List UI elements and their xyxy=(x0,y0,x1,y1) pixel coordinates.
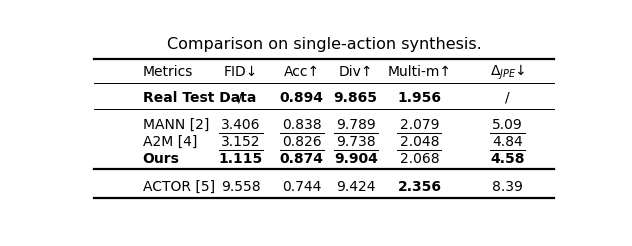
Text: 2.068: 2.068 xyxy=(399,152,439,166)
Text: A2M [4]: A2M [4] xyxy=(143,135,197,149)
Text: 0.744: 0.744 xyxy=(282,180,322,194)
Text: 9.558: 9.558 xyxy=(221,180,260,194)
Text: 4.58: 4.58 xyxy=(490,152,525,166)
Text: 9.424: 9.424 xyxy=(336,180,375,194)
Text: MANN [2]: MANN [2] xyxy=(143,118,209,132)
Text: /: / xyxy=(505,91,510,105)
Text: 1.956: 1.956 xyxy=(398,91,441,105)
Text: ACTOR [5]: ACTOR [5] xyxy=(143,180,215,194)
Text: 3.406: 3.406 xyxy=(221,118,260,132)
Text: 9.865: 9.865 xyxy=(334,91,378,105)
Text: /: / xyxy=(238,91,243,105)
Text: Real Test Data: Real Test Data xyxy=(143,91,256,105)
Text: 0.838: 0.838 xyxy=(282,118,322,132)
Text: 2.356: 2.356 xyxy=(398,180,441,194)
Text: 9.738: 9.738 xyxy=(336,135,375,149)
Text: 4.84: 4.84 xyxy=(492,135,523,149)
Text: 9.789: 9.789 xyxy=(336,118,375,132)
Text: 2.048: 2.048 xyxy=(399,135,439,149)
Text: Div↑: Div↑ xyxy=(339,65,373,79)
Text: 0.874: 0.874 xyxy=(280,152,324,166)
Text: Multi-m↑: Multi-m↑ xyxy=(387,65,451,79)
Text: Ours: Ours xyxy=(143,152,179,166)
Text: Comparison on single-action synthesis.: Comparison on single-action synthesis. xyxy=(166,37,482,52)
Text: 0.894: 0.894 xyxy=(280,91,324,105)
Text: 2.079: 2.079 xyxy=(399,118,439,132)
Text: Metrics: Metrics xyxy=(143,65,193,79)
Text: 3.152: 3.152 xyxy=(221,135,260,149)
Text: 8.39: 8.39 xyxy=(492,180,523,194)
Text: 9.904: 9.904 xyxy=(334,152,378,166)
Text: FID↓: FID↓ xyxy=(224,65,258,79)
Text: 1.115: 1.115 xyxy=(219,152,263,166)
Text: $\Delta_{JPE}$↓: $\Delta_{JPE}$↓ xyxy=(490,62,525,82)
Text: 0.826: 0.826 xyxy=(282,135,322,149)
Text: 5.09: 5.09 xyxy=(492,118,523,132)
Text: Acc↑: Acc↑ xyxy=(284,65,320,79)
